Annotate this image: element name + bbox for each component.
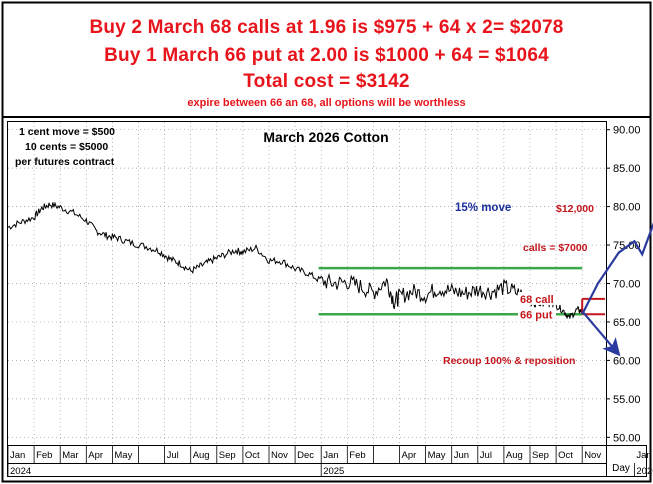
downside-projection-arrow bbox=[581, 310, 621, 357]
x-month-label: Oct bbox=[558, 450, 573, 461]
x-month-label: Nov bbox=[271, 450, 288, 461]
x-month-label: May bbox=[114, 450, 132, 461]
strike-label-bg bbox=[518, 307, 556, 321]
x-month-label: Feb bbox=[36, 450, 52, 461]
annotation-calls: calls = $7000 bbox=[523, 242, 588, 254]
x-year-label: 2026 bbox=[636, 466, 653, 477]
x-month-label: Jan bbox=[323, 450, 338, 461]
chart-title: March 2026 Cotton bbox=[263, 129, 388, 145]
x-month-label: Mar bbox=[62, 450, 78, 461]
x-year-label: 2024 bbox=[10, 466, 31, 477]
note-line-3: per futures contract bbox=[15, 156, 115, 168]
annotation-move: 15% move bbox=[455, 202, 511, 214]
x-month-label: Aug bbox=[506, 450, 523, 461]
x-month-label: Oct bbox=[245, 450, 260, 461]
x-month-label: Sep bbox=[219, 450, 236, 461]
y-tick-label: 85.00 bbox=[613, 163, 641, 175]
header-line-4: expire between 66 an 68, all options wil… bbox=[187, 97, 466, 109]
header-line-2: Buy 1 March 66 put at 2.00 is $1000 + 64… bbox=[104, 45, 549, 66]
strike-label-bg bbox=[518, 291, 562, 305]
annotation-recoup: Recoup 100% & reposition bbox=[443, 355, 575, 367]
x-month-label: May bbox=[428, 450, 446, 461]
x-axis: Jan Feb Mar Apr May Jul Aug Sep Oct Nov Dec Jan Feb A… bbox=[7, 446, 653, 477]
x-month-label: Jan bbox=[10, 450, 25, 461]
chart-marks: 68 call 66 put 15% move $12,000 calls = $700… bbox=[7, 201, 653, 367]
x-month-label: Jul bbox=[480, 450, 492, 461]
y-tick-label: 55.00 bbox=[613, 394, 641, 406]
y-tick-label: 80.00 bbox=[613, 202, 641, 214]
x-month-label: Aug bbox=[193, 450, 210, 461]
x-month-label: Nov bbox=[584, 450, 601, 461]
header-line-1: Buy 2 March 68 calls at 1.96 is $975 + 6… bbox=[89, 17, 564, 38]
x-month-label: Feb bbox=[349, 450, 365, 461]
x-month-label: Jul bbox=[167, 450, 179, 461]
y-tick-label: 90.00 bbox=[613, 125, 641, 137]
day-label-box bbox=[606, 445, 647, 477]
x-month-label: Apr bbox=[88, 450, 103, 461]
x-axis-box bbox=[7, 445, 607, 477]
x-year-label: 2025 bbox=[323, 466, 344, 477]
call-strike-label: 68 call bbox=[520, 294, 554, 306]
note-line-2: 10 cents = $5000 bbox=[25, 141, 109, 153]
note-line-1: 1 cent move = $500 bbox=[19, 126, 116, 138]
x-month-label: Apr bbox=[402, 450, 417, 461]
x-axis-label: Day bbox=[612, 463, 630, 474]
y-tick-label: 50.00 bbox=[613, 432, 641, 444]
header-line-3: Total cost = $3142 bbox=[243, 71, 410, 92]
put-strike-label: 66 put bbox=[520, 309, 553, 321]
y-tick-label: 60.00 bbox=[613, 355, 641, 367]
x-month-label: Sep bbox=[532, 450, 549, 461]
x-month-label: Jun bbox=[454, 450, 469, 461]
y-tick-label: 65.00 bbox=[613, 317, 641, 329]
upside-projection-arrow bbox=[581, 222, 653, 315]
x-month-label: Dec bbox=[297, 450, 314, 461]
price-line bbox=[7, 201, 583, 319]
annotation-12000: $12,000 bbox=[556, 203, 594, 215]
y-tick-label: 70.00 bbox=[613, 279, 641, 291]
y-axis: 90.0085.0080.0075.0070.0065.0060.0055.00… bbox=[606, 125, 641, 444]
x-month-label: Jan bbox=[636, 450, 651, 461]
